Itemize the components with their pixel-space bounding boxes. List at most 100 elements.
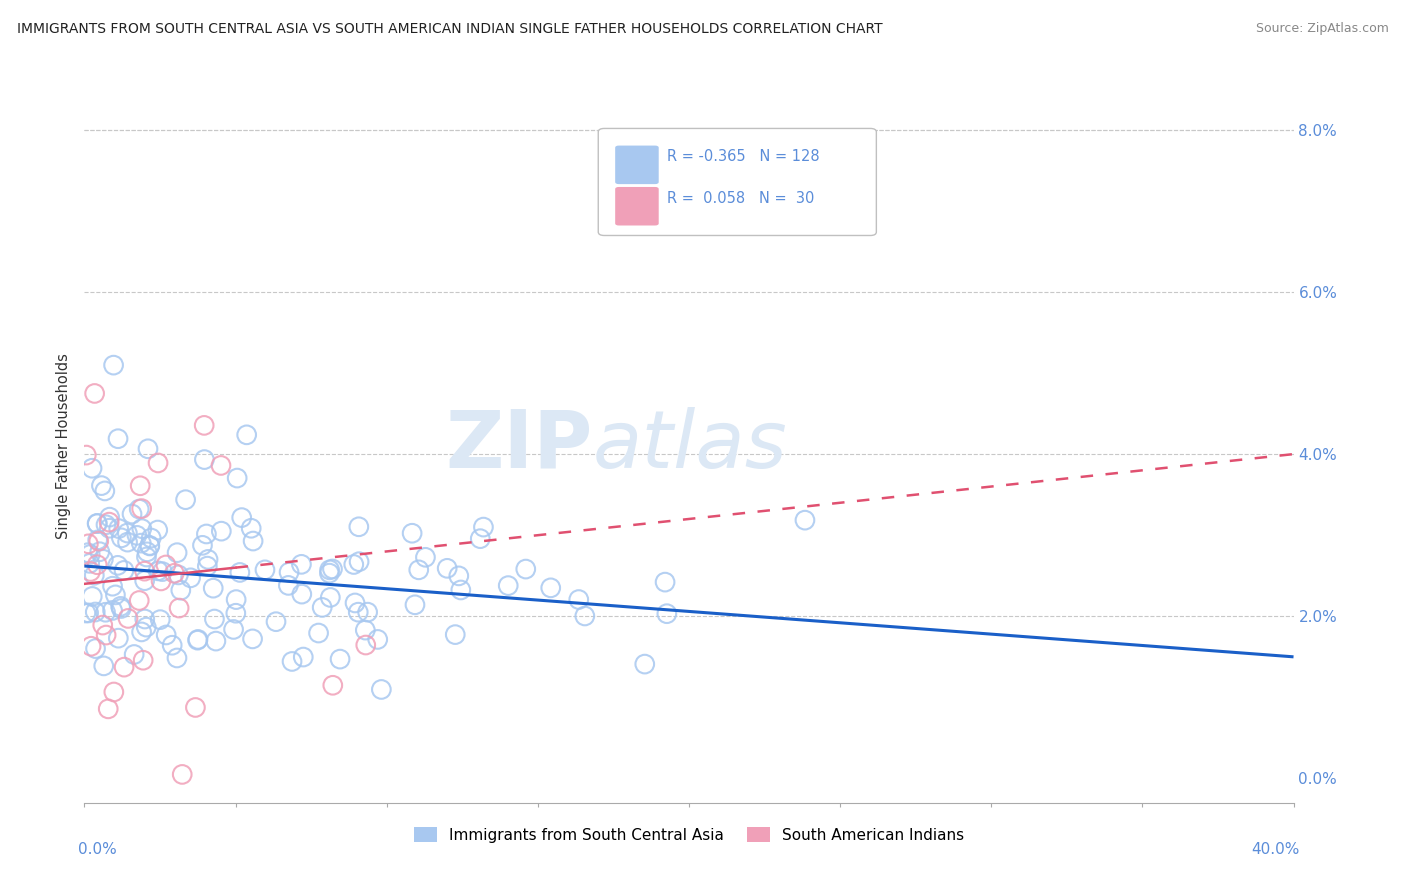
Point — [139, 539, 162, 553]
Point — [202, 581, 225, 595]
Point — [80, 461, 103, 475]
Point — [89, 545, 111, 559]
Point — [117, 526, 139, 541]
Point — [129, 479, 152, 493]
Point — [91, 618, 114, 632]
Point — [231, 510, 253, 524]
Point — [112, 563, 135, 577]
Point — [128, 502, 150, 516]
Point — [122, 648, 145, 662]
Point — [193, 452, 215, 467]
Point — [139, 539, 162, 553]
Point — [79, 548, 101, 562]
Point — [654, 575, 676, 590]
Point — [205, 634, 228, 648]
Point — [86, 533, 108, 547]
Point — [136, 545, 159, 559]
Point — [128, 593, 150, 607]
Point — [209, 524, 232, 538]
Point — [135, 620, 157, 634]
Point — [107, 558, 129, 573]
Point — [187, 632, 209, 647]
Point — [94, 628, 117, 642]
Point — [131, 624, 153, 639]
Point — [134, 612, 156, 626]
Point — [149, 613, 172, 627]
Point — [146, 523, 169, 537]
Point — [112, 660, 135, 674]
Point — [75, 606, 97, 620]
Point — [264, 615, 287, 629]
Point — [318, 566, 340, 581]
Point — [197, 552, 219, 566]
Point — [321, 562, 343, 576]
Point — [86, 558, 108, 572]
Point — [129, 536, 152, 550]
Text: Source: ZipAtlas.com: Source: ZipAtlas.com — [1256, 22, 1389, 36]
Point — [110, 531, 132, 545]
Point — [496, 579, 519, 593]
Point — [94, 517, 117, 532]
Point — [84, 605, 107, 619]
Point — [174, 492, 197, 507]
Point — [319, 591, 342, 605]
Text: 40.0%: 40.0% — [1251, 842, 1299, 857]
Point — [94, 605, 117, 619]
Point — [80, 640, 103, 654]
Point — [655, 607, 678, 621]
Point — [110, 599, 132, 614]
Point — [180, 571, 202, 585]
Point — [141, 531, 163, 545]
Point — [107, 432, 129, 446]
Point — [136, 442, 159, 456]
Point — [515, 562, 537, 576]
Point — [229, 566, 252, 580]
Point — [253, 563, 276, 577]
Point — [292, 650, 315, 665]
Point — [82, 590, 104, 604]
Point — [354, 623, 377, 637]
Point — [184, 700, 207, 714]
Point — [150, 565, 173, 579]
Point — [540, 581, 562, 595]
Point — [117, 535, 139, 549]
Point — [132, 653, 155, 667]
Point — [447, 569, 470, 583]
Point — [79, 557, 101, 571]
Point — [470, 532, 492, 546]
Point — [204, 612, 226, 626]
FancyBboxPatch shape — [599, 128, 876, 235]
Point — [290, 558, 312, 572]
Point — [370, 682, 392, 697]
Text: IMMIGRANTS FROM SOUTH CENTRAL ASIA VS SOUTH AMERICAN INDIAN SINGLE FATHER HOUSEH: IMMIGRANTS FROM SOUTH CENTRAL ASIA VS SO… — [17, 22, 883, 37]
Point — [135, 549, 157, 564]
Point — [155, 558, 177, 572]
Point — [408, 563, 430, 577]
Point — [472, 520, 495, 534]
Point — [222, 623, 245, 637]
Point — [98, 510, 121, 524]
Point — [101, 603, 124, 617]
Y-axis label: Single Father Households: Single Father Households — [56, 353, 72, 539]
Point — [103, 685, 125, 699]
Point — [107, 631, 129, 645]
Point — [195, 527, 218, 541]
Point — [155, 628, 177, 642]
Point — [103, 358, 125, 372]
Point — [104, 588, 127, 602]
Point — [450, 582, 472, 597]
Point — [278, 565, 301, 579]
Point — [93, 659, 115, 673]
Point — [83, 568, 105, 582]
Text: ZIP: ZIP — [444, 407, 592, 485]
Point — [225, 592, 247, 607]
Point — [75, 448, 97, 462]
Point — [93, 552, 115, 566]
Point — [77, 537, 100, 551]
FancyBboxPatch shape — [616, 145, 659, 184]
Point — [97, 702, 120, 716]
Point — [167, 568, 190, 582]
Point — [242, 632, 264, 646]
Point — [134, 564, 156, 578]
Point — [343, 558, 366, 572]
